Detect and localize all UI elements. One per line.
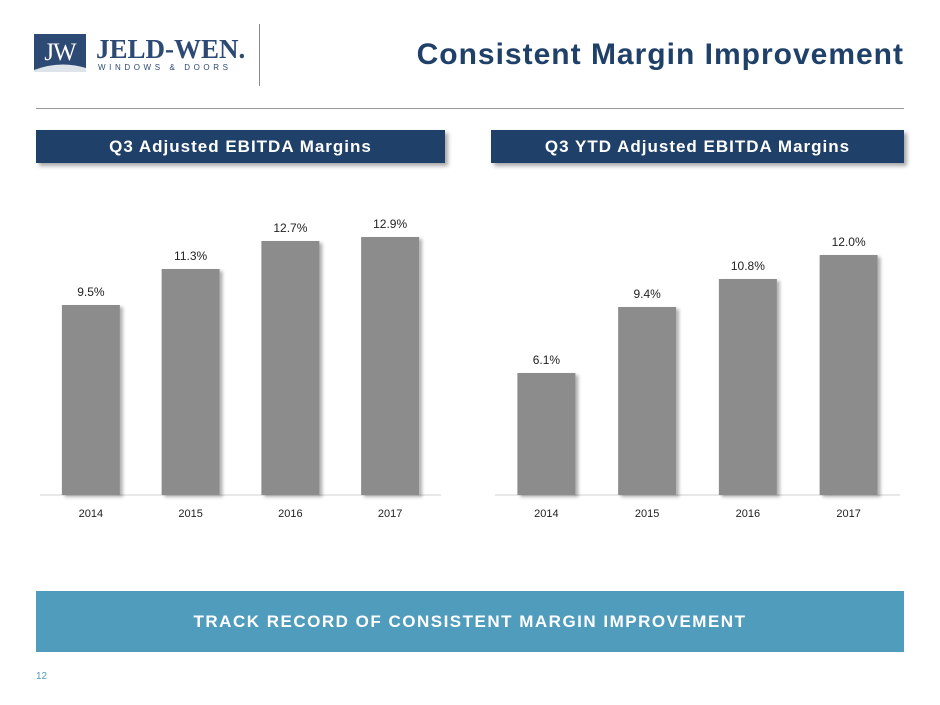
x-tick-label-2014: 2014 — [79, 508, 103, 520]
bar-2017 — [819, 255, 878, 495]
logo-name: JELD-WEN. — [96, 34, 246, 64]
right-panel-header: Q3 YTD Adjusted EBITDA Margins — [491, 130, 904, 163]
bar-2015 — [161, 269, 220, 495]
value-label-2016: 12.7% — [273, 221, 307, 235]
q3-ebitda-chart: 9.5% 2014 11.3% 2015 12.7% 2016 12.9% 2017 — [40, 217, 441, 520]
value-label-2015: 9.4% — [633, 287, 661, 301]
page-number: 12 — [36, 671, 48, 682]
value-label-2017: 12.0% — [832, 235, 866, 249]
jeld-wen-logo: JW JELD-WEN. WINDOWS & DOORS — [34, 34, 245, 76]
bar-2017 — [361, 237, 420, 495]
x-tick-label-2016: 2016 — [278, 508, 302, 520]
value-label-2014: 9.5% — [77, 285, 105, 299]
bar-2015 — [618, 307, 677, 495]
x-tick-label-2014: 2014 — [534, 508, 558, 520]
x-tick-label-2015: 2015 — [635, 508, 659, 520]
x-tick-label-2017: 2017 — [836, 508, 860, 520]
page-title: Consistent Margin Improvement — [416, 38, 904, 71]
bar-2014 — [61, 305, 120, 495]
header-rule — [36, 108, 904, 109]
bar-2016 — [718, 279, 777, 495]
left-panel-header: Q3 Adjusted EBITDA Margins — [36, 130, 445, 163]
bar-2014 — [517, 373, 576, 495]
value-label-2016: 10.8% — [731, 259, 765, 273]
bar-2016 — [261, 241, 320, 495]
logo-tagline: WINDOWS & DOORS — [98, 63, 232, 72]
value-label-2015: 11.3% — [174, 249, 207, 263]
header-divider — [259, 24, 260, 86]
q3-ytd-ebitda-chart: 6.1% 2014 9.4% 2015 10.8% 2016 12.0% 2017 — [495, 235, 900, 520]
value-label-2014: 6.1% — [533, 353, 561, 367]
value-label-2017: 12.9% — [373, 217, 407, 231]
x-tick-label-2015: 2015 — [178, 508, 202, 520]
summary-banner: TRACK RECORD OF CONSISTENT MARGIN IMPROV… — [36, 591, 904, 652]
x-tick-label-2017: 2017 — [378, 508, 402, 520]
x-tick-label-2016: 2016 — [736, 508, 760, 520]
logo-swoosh-icon — [34, 64, 86, 72]
